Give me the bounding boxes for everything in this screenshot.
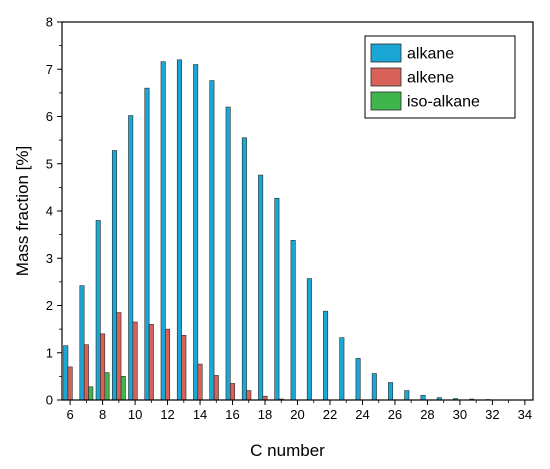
bar-alkane-c19 (274, 197, 280, 401)
bar-alkane-c13 (176, 59, 182, 401)
bar-iso-alkane-c7 (88, 386, 94, 401)
bar-alkene-c8 (100, 333, 106, 401)
bar-alkane-c16 (225, 106, 231, 401)
y-tick-label: 4 (46, 204, 53, 219)
y-tick-label: 6 (46, 109, 53, 124)
legend-label-alkene: alkene (407, 70, 454, 87)
bar-alkane-c20 (290, 239, 296, 401)
legend-label-iso-alkane: iso-alkane (407, 94, 480, 111)
x-tick-label: 12 (160, 407, 174, 422)
bar-alkane-c18 (258, 174, 264, 401)
x-axis-title: C number (250, 441, 325, 460)
bar-iso-alkane-c9 (120, 376, 126, 401)
bar-alkane-c15 (209, 80, 215, 401)
bar-alkane-c28 (420, 394, 426, 401)
y-tick-label: 1 (46, 345, 53, 360)
bar-alkene-c6 (67, 366, 73, 401)
y-tick-label: 3 (46, 251, 53, 266)
x-tick-label: 16 (225, 407, 239, 422)
x-tick-label: 8 (99, 407, 106, 422)
bar-iso-alkane-c8 (104, 372, 110, 401)
legend-swatch-alkane (370, 43, 402, 63)
y-tick-label: 8 (46, 15, 53, 30)
bar-alkene-c12 (165, 328, 171, 401)
bars-layer (63, 59, 491, 401)
bar-alkene-c13 (181, 334, 187, 401)
bar-alkane-c6 (63, 345, 69, 401)
bar-alkene-c17 (246, 390, 252, 401)
x-tick-label: 28 (420, 407, 434, 422)
bar-alkane-c24 (355, 358, 361, 401)
y-tick-label: 7 (46, 62, 53, 77)
bar-alkene-c16 (230, 383, 236, 401)
x-tick-label: 24 (355, 407, 369, 422)
bar-alkane-c10 (128, 115, 134, 401)
x-tick-label: 32 (485, 407, 499, 422)
x-tick-label: 30 (453, 407, 467, 422)
bar-alkane-c14 (193, 64, 199, 401)
y-axis-title: Mass fraction [%] (13, 146, 32, 276)
x-tick-label: 26 (388, 407, 402, 422)
bar-alkane-c25 (371, 373, 377, 401)
y-tick-label: 2 (46, 298, 53, 313)
legend-swatch-alkene (370, 67, 402, 87)
x-tick-label: 20 (290, 407, 304, 422)
bar-alkane-c22 (323, 310, 329, 401)
bar-alkane-c11 (144, 87, 150, 401)
bar-alkene-c9 (116, 312, 122, 401)
x-tick-label: 18 (258, 407, 272, 422)
bar-alkene-c15 (213, 375, 219, 401)
y-tick-label: 0 (46, 393, 53, 408)
legend-label-alkane: alkane (407, 46, 454, 63)
bar-alkane-c21 (306, 278, 312, 401)
bar-alkene-c14 (197, 363, 203, 401)
bar-alkene-c11 (148, 324, 154, 401)
bar-alkane-c27 (404, 390, 410, 401)
x-tick-label: 22 (323, 407, 337, 422)
x-tick-label: 34 (518, 407, 532, 422)
bar-alkane-c7 (79, 285, 85, 401)
y-tick-label: 5 (46, 156, 53, 171)
bar-alkane-c23 (339, 337, 345, 401)
x-tick-label: 10 (128, 407, 142, 422)
x-tick-label: 6 (67, 407, 74, 422)
x-tick-label: 14 (193, 407, 207, 422)
bar-alkane-c8 (95, 220, 101, 401)
legend-swatch-iso-alkane (370, 91, 402, 111)
bar-alkane-c9 (111, 150, 117, 401)
bar-alkene-c7 (83, 344, 89, 401)
bar-alkene-c10 (132, 321, 138, 401)
bar-alkane-c26 (388, 382, 394, 401)
legend: alkane alkene iso-alkane (364, 35, 516, 119)
bar-alkane-c17 (241, 137, 247, 401)
bar-alkane-c12 (160, 61, 166, 401)
